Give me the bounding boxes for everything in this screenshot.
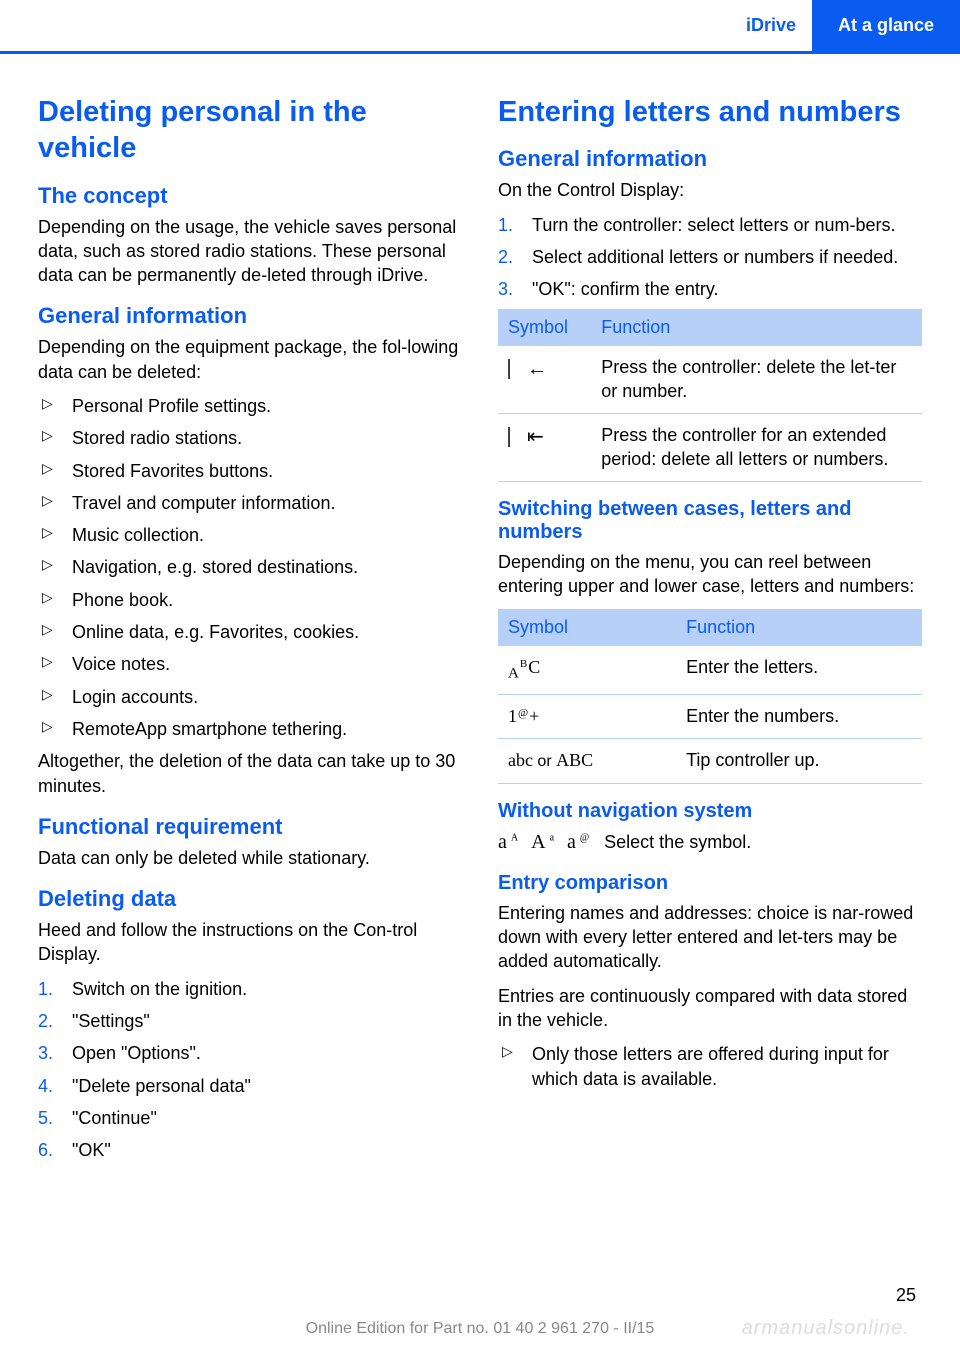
page-footer: Online Edition for Part no. 01 40 2 961 … <box>0 1320 960 1338</box>
letters-icon: ABC <box>498 646 676 695</box>
delete-steps-list: Switch on the ignition. "Settings" Open … <box>38 977 462 1163</box>
para-concept: Depending on the usage, the vehicle save… <box>38 215 462 288</box>
subhead-general-info-right: General information <box>498 146 922 172</box>
table-row: ⎸← Press the controller: delete the let‐… <box>498 346 922 413</box>
step-item: "Continue" <box>38 1106 462 1130</box>
list-item: Only those letters are offered during in… <box>498 1042 922 1091</box>
para-deleting-data: Heed and follow the instructions on the … <box>38 918 462 967</box>
para-control-display: On the Control Display: <box>498 178 922 202</box>
deletable-data-list: Personal Profile settings. Stored radio … <box>38 394 462 741</box>
table-row: abc or ABC Tip controller up. <box>498 739 922 784</box>
subhead-entry-comparison: Entry comparison <box>498 872 922 895</box>
subhead-without-nav: Without navigation system <box>498 800 922 823</box>
header-chapter-label: At a glance <box>812 0 960 54</box>
entry-steps-list: Turn the controller: select letters or n… <box>498 213 922 302</box>
para-geninfo-intro: Depending on the equipment package, the … <box>38 335 462 384</box>
heading-entering-letters: Entering letters and numbers <box>498 94 922 130</box>
page-header: iDrive At a glance <box>0 0 960 54</box>
step-item: "OK" <box>38 1138 462 1162</box>
table-row: 1@+ Enter the numbers. <box>498 694 922 738</box>
step-item: Select additional letters or numbers if … <box>498 245 922 269</box>
table-row: ⎸⇤ Press the controller for an extended … <box>498 414 922 482</box>
step-item: "Settings" <box>38 1009 462 1033</box>
case-toggle-icon: abc or ABC <box>498 739 676 784</box>
para-geninfo-duration: Altogether, the deletion of the data can… <box>38 749 462 798</box>
list-item: Phone book. <box>38 588 462 612</box>
step-item: Switch on the ignition. <box>38 977 462 1001</box>
step-item: "OK": confirm the entry. <box>498 277 922 301</box>
watermark: armanualsonline. <box>742 1317 910 1340</box>
symbol-function-table-switch: Symbol Function ABC Enter the letters. 1… <box>498 609 922 784</box>
list-item: Online data, e.g. Favorites, cookies. <box>38 620 462 644</box>
list-item: Travel and computer information. <box>38 491 462 515</box>
para-functional-req: Data can only be deleted while stationar… <box>38 846 462 870</box>
list-item: Music collection. <box>38 523 462 547</box>
step-item: "Delete personal data" <box>38 1074 462 1098</box>
para-switching-cases: Depending on the menu, you can reel betw… <box>498 550 922 599</box>
step-item: Turn the controller: select letters or n… <box>498 213 922 237</box>
list-item: Personal Profile settings. <box>38 394 462 418</box>
list-item: RemoteApp smartphone tethering. <box>38 717 462 741</box>
entry-comp-list: Only those letters are offered during in… <box>498 1042 922 1091</box>
footer-text: Online Edition for Part no. 01 40 2 961 … <box>306 1320 655 1337</box>
subhead-functional-req: Functional requirement <box>38 814 462 840</box>
table-header-function: Function <box>591 309 922 346</box>
table-cell: Enter the letters. <box>676 646 922 695</box>
table-header-symbol: Symbol <box>498 609 676 646</box>
table-header-symbol: Symbol <box>498 309 591 346</box>
delete-all-icon: ⎸⇤ <box>498 414 591 482</box>
left-column: Deleting personal in the vehicle The con… <box>38 94 462 1171</box>
case-symbols-icon: aA Aa a@ <box>498 831 593 853</box>
header-left: iDrive <box>0 0 812 54</box>
subhead-general-info-left: General information <box>38 303 462 329</box>
heading-deleting-personal: Deleting personal in the vehicle <box>38 94 462 167</box>
right-column: Entering letters and numbers General inf… <box>498 94 922 1171</box>
content-columns: Deleting personal in the vehicle The con… <box>0 54 960 1171</box>
list-item: Stored Favorites buttons. <box>38 459 462 483</box>
table-cell: Press the controller for an extended per… <box>591 414 922 482</box>
table-cell: Tip controller up. <box>676 739 922 784</box>
page-number: 25 <box>896 1285 916 1306</box>
list-item: Voice notes. <box>38 652 462 676</box>
table-header-function: Function <box>676 609 922 646</box>
subhead-switching-cases: Switching between cases, letters and num… <box>498 498 922 544</box>
step-item: Open "Options". <box>38 1041 462 1065</box>
header-section-label: iDrive <box>746 15 796 36</box>
para-entry-comp-2: Entries are continuously compared with d… <box>498 984 922 1033</box>
para-entry-comp-1: Entering names and addresses: choice is … <box>498 901 922 974</box>
list-item: Stored radio stations. <box>38 426 462 450</box>
delete-char-icon: ⎸← <box>498 346 591 413</box>
subhead-the-concept: The concept <box>38 183 462 209</box>
symbol-function-table-delete: Symbol Function ⎸← Press the controller:… <box>498 309 922 482</box>
numbers-icon: 1@+ <box>498 694 676 738</box>
table-row: ABC Enter the letters. <box>498 646 922 695</box>
table-cell: Press the controller: delete the let‐ter… <box>591 346 922 413</box>
subhead-deleting-data: Deleting data <box>38 886 462 912</box>
para-without-nav: aA Aa a@ Select the symbol. <box>498 829 922 856</box>
list-item: Login accounts. <box>38 685 462 709</box>
select-symbol-text: Select the symbol. <box>604 832 751 852</box>
list-item: Navigation, e.g. stored destinations. <box>38 555 462 579</box>
table-cell: Enter the numbers. <box>676 694 922 738</box>
